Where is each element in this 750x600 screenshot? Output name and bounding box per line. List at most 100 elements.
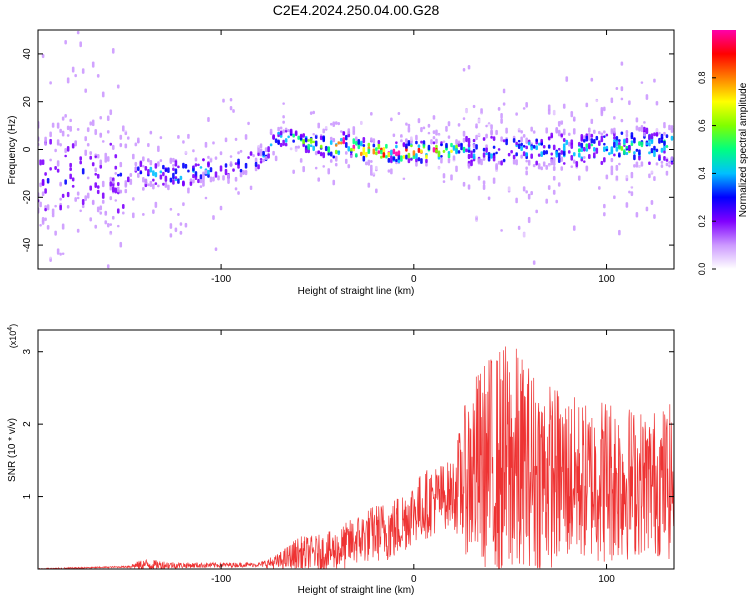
spectrogram-cell	[64, 106, 67, 110]
spectrogram-cell	[232, 192, 235, 196]
spectrogram-cell	[164, 175, 168, 182]
spectrogram-cell	[385, 155, 388, 159]
spectrogram-cell	[608, 120, 611, 127]
spectrogram-cell	[668, 96, 671, 100]
spectrogram-cell	[610, 170, 614, 176]
spectrogram-cell	[432, 120, 436, 124]
spectrogram-cell	[229, 155, 233, 158]
spectrogram-cell	[457, 123, 461, 127]
spectrogram-cell	[134, 161, 138, 167]
spectrogram-cell	[540, 166, 543, 171]
spectrogram-cell	[648, 83, 651, 90]
spectrogram-cell	[420, 175, 423, 179]
spectrogram-cell	[309, 111, 313, 115]
spectrogram-cell	[139, 171, 143, 175]
spectrogram-cell	[357, 143, 361, 150]
spectrogram-cell	[74, 197, 77, 202]
spectrogram-cell	[174, 176, 178, 180]
spectrogram-cell	[119, 172, 123, 177]
spectrogram-cell	[337, 141, 341, 145]
spectrogram-cell	[507, 185, 511, 192]
spectrogram-cell	[603, 157, 606, 163]
spectrogram-cell	[342, 131, 346, 136]
spectrogram-cell	[159, 174, 163, 180]
spectrogram-cell	[212, 136, 215, 142]
spectrogram-cell	[182, 202, 185, 207]
spectrogram-cell	[465, 115, 468, 122]
spectrogram-cell	[354, 186, 358, 193]
spectrogram-cell	[237, 120, 240, 124]
spectrogram-cell	[670, 156, 674, 161]
spectrogram-cell	[590, 118, 594, 125]
spectrogram-cell	[620, 97, 624, 101]
spectrogram-cell	[121, 258, 125, 265]
spectrogram-cell	[653, 214, 656, 219]
spectrogram-cell	[329, 140, 333, 145]
spectrogram-cell	[615, 135, 619, 142]
spectrogram-cell	[628, 100, 631, 106]
spectrogram-cell	[517, 197, 521, 204]
spectrogram-cell	[623, 196, 626, 200]
spectrogram-cell	[99, 211, 103, 215]
spectrogram-cell	[532, 144, 536, 149]
spectrogram-cell	[104, 46, 108, 50]
spectrogram-cell	[149, 159, 153, 166]
spectrogram-cell	[116, 182, 120, 187]
spectrogram-cell	[645, 99, 649, 102]
spectrogram-cell	[492, 177, 496, 184]
spectrogram-cell	[497, 160, 501, 165]
spectrogram-cell	[620, 131, 624, 135]
spectrogram-cell	[99, 159, 103, 166]
spectrogram-cell	[116, 224, 120, 228]
spectrogram-cell	[224, 183, 228, 188]
spectrogram-cell	[234, 129, 238, 133]
spectrogram-cell	[405, 143, 408, 149]
spectrogram-cell	[648, 142, 651, 147]
spectrogram-cell	[397, 111, 401, 116]
spectrogram-cell	[314, 134, 318, 140]
spectrogram-cell	[585, 194, 589, 201]
spectrogram-cell	[375, 188, 378, 194]
spectrogram-cell	[116, 208, 120, 214]
spectrogram-cell	[425, 158, 428, 164]
spectrogram-cell	[86, 143, 90, 147]
spectrogram-cell	[252, 121, 255, 125]
spectrogram-cell	[407, 158, 411, 164]
spectrogram-cell	[522, 107, 526, 110]
spectrogram-cell	[545, 164, 549, 170]
spectrogram-cell	[119, 189, 123, 193]
spectrogram-cell	[312, 154, 315, 161]
spectrogram-cell	[124, 188, 128, 194]
spectrogram-cell	[638, 165, 641, 171]
spectrogram-cell	[59, 181, 62, 187]
spectrogram-cell	[344, 124, 348, 132]
spectrogram-cell	[480, 120, 483, 127]
spectrogram-cell	[332, 155, 336, 159]
spectrogram-cell	[512, 180, 516, 186]
spectrogram-cell	[334, 121, 338, 125]
spectrogram-cell	[172, 200, 175, 206]
spectrogram-cell	[545, 150, 549, 155]
spectrogram-cell	[650, 207, 654, 213]
spectrogram-cell	[507, 127, 511, 132]
spectrogram-cell	[214, 222, 218, 226]
spectrogram-cell	[344, 151, 348, 155]
colorbar-tick-label: 0.6	[697, 119, 707, 132]
spectrogram-y-axis-label: Frequency (Hz)	[7, 116, 18, 185]
spectrogram-cell	[79, 156, 82, 161]
spectrogram-cell	[492, 136, 496, 141]
spectrogram-cell	[59, 134, 62, 141]
spectrogram-cell	[532, 163, 536, 168]
spectrogram-cell	[663, 181, 666, 189]
spectrogram-cell	[272, 171, 275, 175]
spectrogram-cell	[177, 232, 180, 239]
spectrogram-cell	[152, 193, 155, 197]
spectrogram-cell	[608, 125, 611, 131]
spectrogram-cell	[162, 154, 165, 161]
spectrogram-cell	[91, 114, 95, 119]
spectrogram-cell	[663, 145, 666, 152]
spectrogram-cell	[317, 122, 321, 129]
spectrogram-cell	[557, 182, 561, 187]
spectrogram-cell	[162, 140, 165, 146]
spectrogram-cell	[575, 120, 579, 125]
